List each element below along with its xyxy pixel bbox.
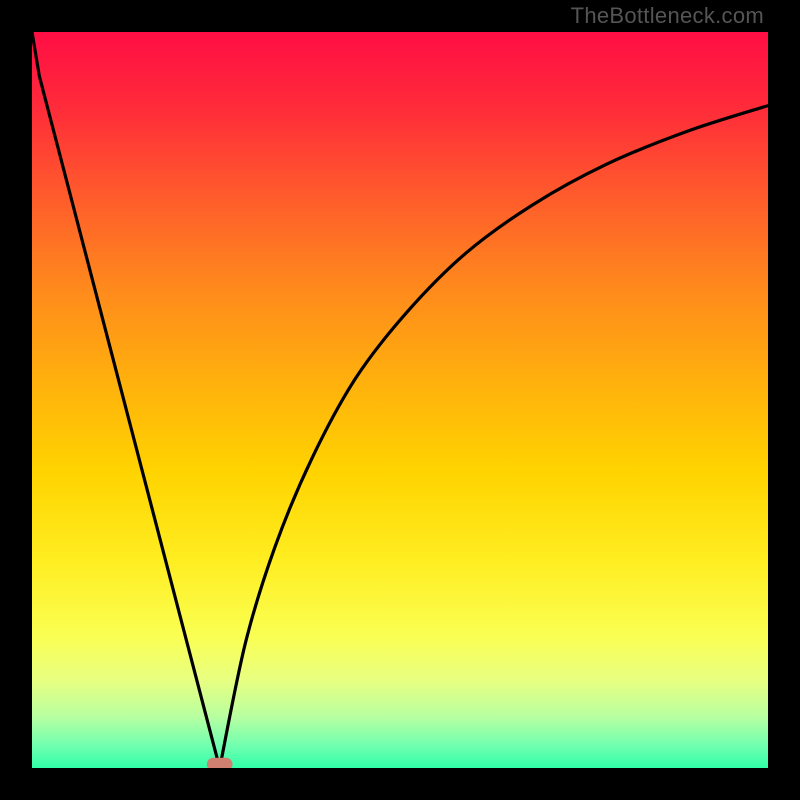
vertex-marker [207, 758, 233, 768]
bottleneck-chart [32, 32, 768, 768]
app-container: TheBottleneck.com [0, 0, 800, 800]
plot-frame [32, 32, 768, 768]
attribution-text: TheBottleneck.com [571, 3, 764, 29]
